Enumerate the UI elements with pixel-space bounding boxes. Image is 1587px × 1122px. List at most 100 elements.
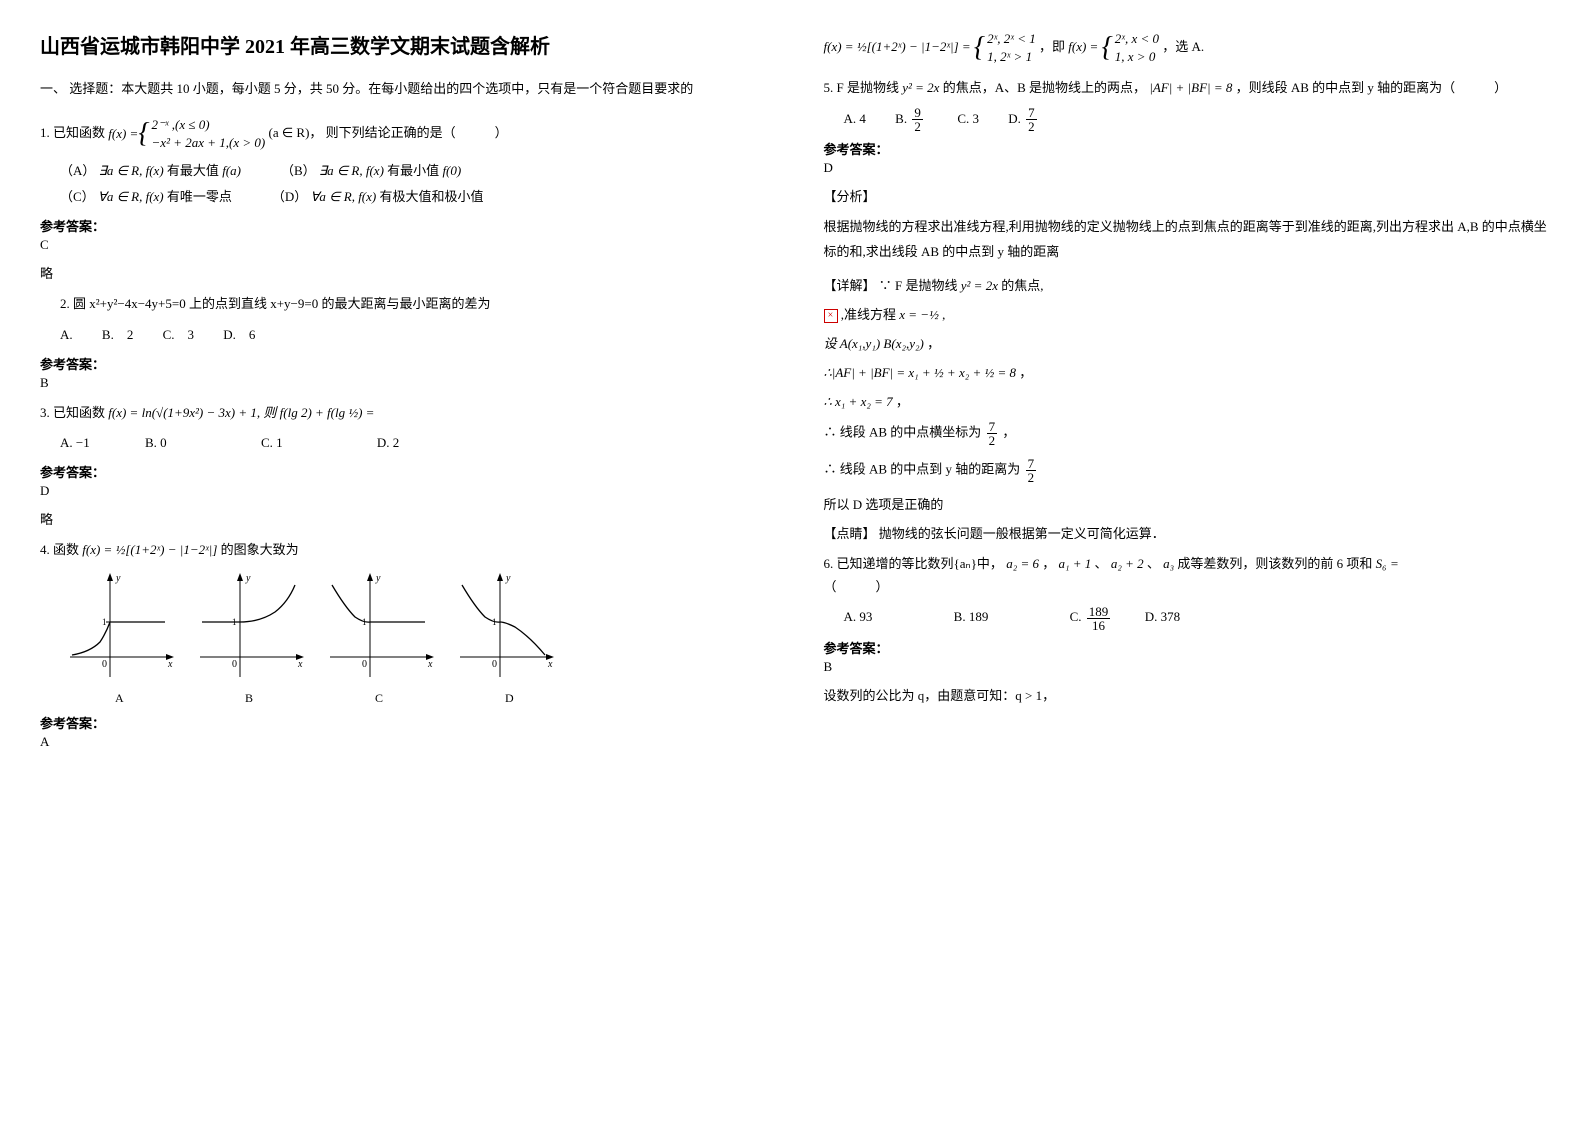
q5-parab: y² = 2x [902, 80, 939, 95]
q4e-tail: ，选 A. [1162, 39, 1204, 54]
q5-opt-b-den: 2 [912, 120, 923, 133]
q4e-line1-mid: f(x) = [1068, 39, 1098, 54]
q1-answer: C [40, 237, 764, 253]
svg-text:1: 1 [362, 617, 367, 627]
q1-opt-c-math: ∀a ∈ R, f(x) [98, 189, 164, 204]
q1-opt-a: （A） ∃a ∈ R, f(x) 有最大值 f(a) [60, 158, 241, 184]
q6-stem-b: 成等差数列，则该数列的前 6 项和 [1177, 556, 1372, 571]
q5-d1c: 的焦点, [1001, 278, 1043, 293]
q5-d5: ∴ x₁ + x₂ = 7 [824, 394, 893, 409]
q2-ref-label: 参考答案： [40, 354, 764, 373]
q4e-line1-pre: f(x) = ½[(1+2ˣ) − |1−2ˣ|] = [824, 39, 971, 54]
svg-text:0: 0 [362, 659, 367, 670]
q5-d1a: ∵ F 是抛物线 [879, 278, 958, 293]
q5-opt-d-pre: D. [1008, 111, 1021, 126]
q1-stem-prefix: 1. 已知函数 [40, 125, 105, 140]
q6-s6: S₆ = [1376, 556, 1399, 571]
q3-ref-label: 参考答案： [40, 462, 764, 481]
question-3: 3. 已知函数 f(x) = ln(√(1+9x²) − 3x) + 1, 则 … [40, 401, 764, 424]
q6-ref-label: 参考答案： [824, 638, 1548, 657]
q5-opt-b-pre: B. [895, 111, 907, 126]
q1-opt-d-pre: （D） [272, 189, 307, 204]
svg-text:x: x [427, 659, 433, 670]
q5-d5-row: ∴ x₁ + x₂ = 7 ， [824, 391, 1548, 410]
q4-graphs: 0 x y 1 A 0 x y 1 [40, 567, 560, 707]
q1-opt-b-math: ∃a ∈ R, f(x) [319, 163, 384, 178]
q6-expl: 设数列的公比为 q，由题意可知：q > 1， [824, 685, 1548, 704]
q6-c2: a₁ + 1 [1059, 556, 1092, 571]
svg-text:y: y [245, 573, 251, 584]
q5-d5tail: ， [896, 394, 909, 409]
q6-opt-c-pre: C. [1070, 609, 1082, 624]
q3-opt-b: B. 0 [145, 435, 167, 450]
q3-opt-d: D. 2 [377, 435, 399, 450]
q1-case-top: 2⁻ˣ ,(x ≤ 0) [152, 117, 210, 132]
q6-c1: a₂ = 6 [1006, 556, 1039, 571]
q1-opt-c: （C） ∀a ∈ R, f(x) 有唯一零点 [60, 184, 232, 210]
q5-stem-b: 的焦点，A、B 是抛物线上的两点， [943, 80, 1146, 95]
q2-opt-b: B. 2 [102, 327, 133, 342]
page-title: 山西省运城市韩阳中学 2021 年高三数学文期末试题含解析 [40, 30, 764, 59]
q3-func: f(x) = ln(√(1+9x²) − 3x) + 1, 则 f(lg 2) … [108, 405, 374, 420]
q4-func: f(x) = ½[(1+2ˣ) − |1−2ˣ|] [82, 542, 217, 557]
q6-c4: a₃ [1163, 556, 1174, 571]
q1-opt-d-math: ∀a ∈ R, f(x) [311, 189, 377, 204]
q6-sep3: 、 [1147, 556, 1160, 571]
svg-text:0: 0 [102, 659, 107, 670]
q5-d6den: 2 [987, 434, 998, 447]
question-1: 1. 已知函数 f(x) = { 2⁻ˣ ,(x ≤ 0) −x² + 2ax … [40, 116, 764, 152]
q4e-case1-bot: 1, 2ˣ > 1 [987, 49, 1032, 64]
q6-stem-a: 6. 已知递增的等比数列{aₙ}中， [824, 556, 1003, 571]
q6-opt-d: D. 378 [1145, 609, 1180, 624]
q5-d6a: ∴ 线段 AB 的中点横坐标为 [824, 424, 982, 439]
svg-text:y: y [375, 573, 381, 584]
q1-opt-b-pre: （B） [281, 163, 316, 178]
q3-answer: D [40, 483, 764, 499]
q1-stem-suffix: (a ∈ R)， 则下列结论正确的是（ ） [269, 125, 508, 140]
svg-text:1: 1 [232, 617, 237, 627]
svg-text:x: x [167, 659, 173, 670]
q1-opt-a-val: f(a) [222, 163, 241, 178]
q3-note: 略 [40, 509, 764, 528]
q6-sep1: ， [1042, 556, 1055, 571]
q1-opt-c-post: 有唯一零点 [167, 189, 232, 204]
q4-ref-label: 参考答案： [40, 713, 764, 732]
q1-opt-a-math: ∃a ∈ R, f(x) [99, 163, 164, 178]
q5-d3: 设 A(x₁,y₁) B(x₂,y₂) [824, 336, 924, 351]
q1-ref-label: 参考答案： [40, 216, 764, 235]
q6-c3: a₂ + 2 [1111, 556, 1144, 571]
q5-detail-line1: 【详解】 ∵ F 是抛物线 y² = 2x 的焦点, [824, 275, 1548, 294]
q5-d7a: ∴ 线段 AB 的中点到 y 轴的距离为 [824, 461, 1021, 476]
q6-paren: （ ） [824, 579, 889, 594]
q5-d2: × ,准线方程 x = −½ , [824, 304, 1548, 323]
question-4: 4. 函数 f(x) = ½[(1+2ˣ) − |1−2ˣ|] 的图象大致为 [40, 538, 764, 561]
svg-text:D: D [505, 691, 514, 705]
svg-text:A: A [115, 691, 124, 705]
q2-answer: B [40, 375, 764, 391]
q4e-mid: ，即 [1039, 39, 1065, 54]
q5-detail-label: 【详解】 [824, 278, 876, 293]
q5-point-label: 【点睛】 [824, 526, 876, 541]
q4e-case2-top: 2ˣ, x < 0 [1115, 31, 1159, 46]
q1-note: 略 [40, 263, 764, 282]
svg-text:0: 0 [232, 659, 237, 670]
section-intro: 一、 选择题：本大题共 10 小题，每小题 5 分，共 50 分。在每小题给出的… [40, 79, 764, 100]
q5-cond: |AF| + |BF| = 8 [1149, 80, 1232, 95]
q5-answer: D [824, 160, 1548, 176]
q5-d4: ∴|AF| + |BF| = x₁ + ½ + x₂ + ½ = 8 [824, 365, 1017, 380]
q5-stem-a: 5. F 是抛物线 [824, 80, 899, 95]
q5-stem-c: ，则线段 AB 的中点到 y 轴的距离为（ ） [1236, 80, 1508, 95]
q3-opt-c: C. 1 [261, 435, 283, 450]
q4-stem-prefix: 4. 函数 [40, 542, 79, 557]
q5-opt-b-num: 9 [912, 106, 923, 120]
q5-d4-row: ∴|AF| + |BF| = x₁ + ½ + x₂ + ½ = 8 ， [824, 362, 1548, 381]
svg-text:1: 1 [102, 617, 107, 627]
q6-sep2: 、 [1095, 556, 1108, 571]
question-2: 2. 圆 x²+y²−4x−4y+5=0 上的点到直线 x+y−9=0 的最大距… [60, 292, 764, 315]
question-6: 6. 已知递增的等比数列{aₙ}中， a₂ = 6 ， a₁ + 1 、 a₂ … [824, 552, 1548, 599]
q6-opt-c-num: 189 [1087, 605, 1111, 619]
q5-d6num: 7 [987, 420, 998, 434]
q4e-case1-top: 2ˣ, 2ˣ < 1 [987, 31, 1036, 46]
q6-opt-c-den: 16 [1087, 619, 1111, 632]
q5-opt-d: D. 72 [1008, 111, 1038, 126]
